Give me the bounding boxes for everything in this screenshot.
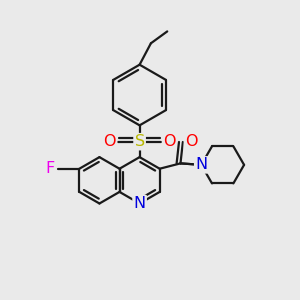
Text: O: O xyxy=(185,134,197,149)
Text: O: O xyxy=(103,134,116,149)
Text: N: N xyxy=(195,158,207,172)
Text: N: N xyxy=(134,196,146,211)
Text: S: S xyxy=(134,134,145,149)
Text: O: O xyxy=(163,134,176,149)
Text: F: F xyxy=(45,161,54,176)
